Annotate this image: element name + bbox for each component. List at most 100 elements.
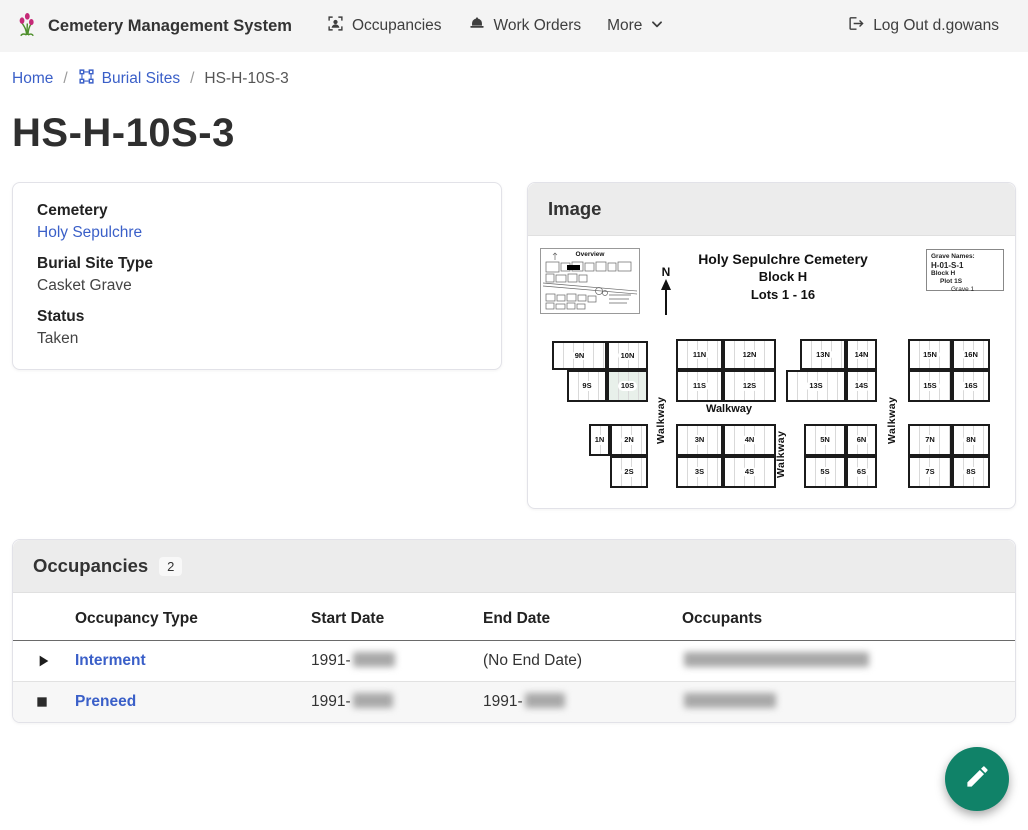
- main-content: Cemetery Holy Sepulchre Burial Site Type…: [12, 182, 1016, 509]
- redacted-text: [684, 652, 869, 667]
- breadcrumb: Home / Burial Sites / HS-H-10S-3: [0, 52, 1028, 90]
- north-arrow-icon: [661, 279, 671, 315]
- map-plot-11n: 11N: [676, 339, 723, 370]
- hard-hat-icon: [468, 15, 486, 37]
- field-cemetery: Cemetery Holy Sepulchre: [37, 202, 477, 242]
- field-label: Burial Site Type: [37, 255, 153, 272]
- start-date-cell: 1991-: [311, 641, 483, 682]
- map-plot-16s: 16S: [952, 370, 990, 402]
- occupancies-title: Occupancies: [33, 555, 149, 576]
- column-occupants: Occupants: [682, 593, 1015, 641]
- occupancies-card: Occupancies 2 Occupancy Type Start Date …: [12, 539, 1016, 723]
- table-row: Preneed 1991- 1991-: [13, 681, 1015, 722]
- map-plot-4n: 4N: [723, 424, 776, 456]
- logout-icon: [848, 15, 865, 37]
- edit-fab-button[interactable]: [945, 747, 1009, 811]
- field-burial-site-type: Burial Site Type Casket Grave: [37, 255, 477, 295]
- logout-button[interactable]: Log Out d.gowans: [848, 15, 999, 37]
- occupancies-table: Occupancy Type Start Date End Date Occup…: [13, 593, 1015, 722]
- overview-label: Overview: [575, 251, 605, 258]
- field-label: Status: [37, 308, 85, 325]
- redacted-text: [684, 693, 776, 708]
- walkway-label: Walkway: [775, 430, 787, 478]
- nav-item-label: More: [607, 17, 643, 34]
- map-plot-9s: 9S: [567, 370, 607, 402]
- nav-item-more[interactable]: More: [607, 17, 664, 36]
- flower-bouquet-icon: [16, 10, 39, 42]
- map-plot-3n: 3N: [676, 424, 723, 456]
- map-plot-14s: 14S: [846, 370, 877, 402]
- nav-item-label: Work Orders: [493, 17, 582, 34]
- navbar-brand[interactable]: Cemetery Management System: [16, 10, 292, 42]
- map-plot-16n: 16N: [952, 339, 990, 370]
- breadcrumb-home[interactable]: Home: [12, 70, 54, 87]
- occupancies-card-header: Occupancies 2: [13, 540, 1015, 593]
- walkway-label: Walkway: [655, 396, 667, 444]
- redacted-text: [352, 652, 395, 667]
- redacted-text: [352, 693, 393, 708]
- field-status: Status Taken: [37, 308, 477, 348]
- map-plot-1n: 1N: [589, 424, 610, 456]
- occupants-cell: [682, 681, 1015, 722]
- table-row: Interment 1991- (No End Date): [13, 641, 1015, 682]
- occupancy-type-link[interactable]: Interment: [75, 652, 146, 669]
- map-plot-5n: 5N: [804, 424, 846, 456]
- column-end-date: End Date: [483, 593, 682, 641]
- north-indicator: N: [658, 265, 674, 320]
- nav-item-occupancies[interactable]: Occupancies: [327, 15, 442, 37]
- map-plot-13s: 13S: [786, 370, 846, 402]
- burial-site-details-card: Cemetery Holy Sepulchre Burial Site Type…: [12, 182, 502, 370]
- map-plot-4s: 4S: [723, 456, 776, 488]
- map-plot-10n: 10N: [607, 341, 648, 370]
- map-plot-3s: 3S: [676, 456, 723, 488]
- field-value: Taken: [37, 330, 79, 347]
- field-label: Cemetery: [37, 202, 108, 219]
- map-title: Holy Sepulchre Cemetery Block H Lots 1 -…: [698, 251, 868, 302]
- map-plot-12s: 12S: [723, 370, 776, 402]
- end-date-cell: 1991-: [483, 681, 682, 722]
- end-date-cell: (No End Date): [483, 652, 583, 669]
- start-date-cell: 1991-: [311, 681, 483, 722]
- chevron-down-icon: [650, 17, 664, 36]
- map-plot-9n: 9N: [552, 341, 607, 370]
- occupancies-icon: [327, 15, 344, 37]
- vector-square-icon: [78, 68, 95, 90]
- occupancies-count-badge: 2: [159, 556, 183, 576]
- overview-sketch: [542, 252, 638, 310]
- table-header-row: Occupancy Type Start Date End Date Occup…: [13, 593, 1015, 641]
- column-occupancy-type: Occupancy Type: [75, 593, 311, 641]
- map-plot-8n: 8N: [952, 424, 990, 456]
- map-plot-14n: 14N: [846, 339, 877, 370]
- map-plot-11s: 11S: [676, 370, 723, 402]
- map-plot-15n: 15N: [908, 339, 952, 370]
- field-value: Casket Grave: [37, 277, 132, 294]
- column-start-date: Start Date: [311, 593, 483, 641]
- occupants-cell: [682, 641, 1015, 682]
- page-title: HS-H-10S-3: [12, 111, 235, 155]
- brand-title: Cemetery Management System: [48, 16, 292, 35]
- stop-icon: [35, 695, 49, 709]
- breadcrumb-burial-sites[interactable]: Burial Sites: [78, 68, 180, 90]
- cemetery-link[interactable]: Holy Sepulchre: [37, 224, 143, 241]
- image-card: Image Overview: [527, 182, 1016, 509]
- logout-label: Log Out d.gowans: [873, 17, 999, 34]
- nav-item-label: Occupancies: [351, 17, 442, 34]
- plot-map[interactable]: Overview: [540, 244, 1004, 494]
- walkway-label: Walkway: [705, 403, 753, 415]
- occupancy-type-link[interactable]: Preneed: [75, 693, 137, 710]
- redacted-text: [524, 693, 565, 708]
- navbar: Cemetery Management System Occupancies W…: [0, 0, 1028, 52]
- grave-names-legend: Grave Names: H-01-S-1 Block H Plot 1S Gr…: [926, 249, 1004, 293]
- map-plot-13n: 13N: [800, 339, 846, 370]
- map-plot-6n: 6N: [846, 424, 877, 456]
- overview-map-thumbnail: Overview: [540, 248, 640, 314]
- walkway-label: Walkway: [886, 396, 898, 444]
- nav-item-work-orders[interactable]: Work Orders: [468, 15, 582, 37]
- map-plot-7n: 7N: [908, 424, 952, 456]
- map-plot-2n: 2N: [610, 424, 648, 456]
- map-plot-5s: 5S: [804, 456, 846, 488]
- map-plot-8s: 8S: [952, 456, 990, 488]
- map-plot-2s: 2S: [610, 456, 648, 488]
- north-label: N: [661, 265, 671, 279]
- breadcrumb-separator: /: [190, 70, 195, 87]
